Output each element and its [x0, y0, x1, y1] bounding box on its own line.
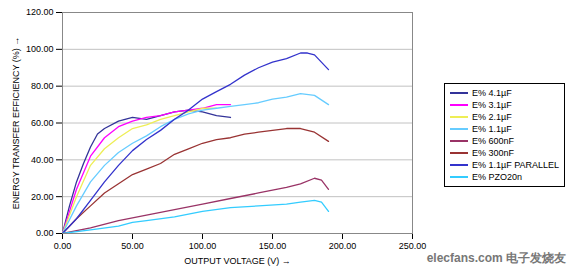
svg-text:OUTPUT VOLTAGE (V) →: OUTPUT VOLTAGE (V) → — [184, 256, 291, 266]
html-text:E% 300nF: E% 300nF — [472, 147, 514, 158]
svg-text:20.00: 20.00 — [31, 192, 54, 202]
svg-text:ENERGY TRANSFER EFFICIENCY (%): ENERGY TRANSFER EFFICIENCY (%) → — [11, 37, 21, 210]
svg-text:80.00: 80.00 — [31, 81, 54, 91]
svg-text:100.00: 100.00 — [189, 241, 217, 251]
svg-text:60.00: 60.00 — [31, 118, 54, 128]
html-text:E% PZO20n: E% PZO20n — [472, 171, 522, 182]
svg-text:150.00: 150.00 — [259, 241, 287, 251]
svg-text:50.00: 50.00 — [121, 241, 144, 251]
html-text:E% 1.1µF PARALLEL: E% 1.1µF PARALLEL — [472, 159, 560, 170]
svg-text:100.00: 100.00 — [26, 44, 54, 54]
html-text:E% 4.1µF: E% 4.1µF — [472, 87, 512, 98]
html-text:E% 1.1µF: E% 1.1µF — [472, 123, 512, 134]
svg-text:40.00: 40.00 — [31, 155, 54, 165]
svg-text:250.00: 250.00 — [399, 241, 427, 251]
html-text:E% 2.1µF: E% 2.1µF — [472, 111, 512, 122]
svg-text:0.00: 0.00 — [36, 228, 54, 238]
html-text:E% 600nF: E% 600nF — [472, 135, 514, 146]
html-text:elecfans.com 电子发烧友: elecfans.com 电子发烧友 — [426, 251, 566, 265]
html-text:E% 3.1µF: E% 3.1µF — [472, 99, 512, 110]
svg-text:200.00: 200.00 — [329, 241, 357, 251]
svg-text:120.00: 120.00 — [26, 7, 54, 17]
svg-text:0.00: 0.00 — [54, 241, 72, 251]
